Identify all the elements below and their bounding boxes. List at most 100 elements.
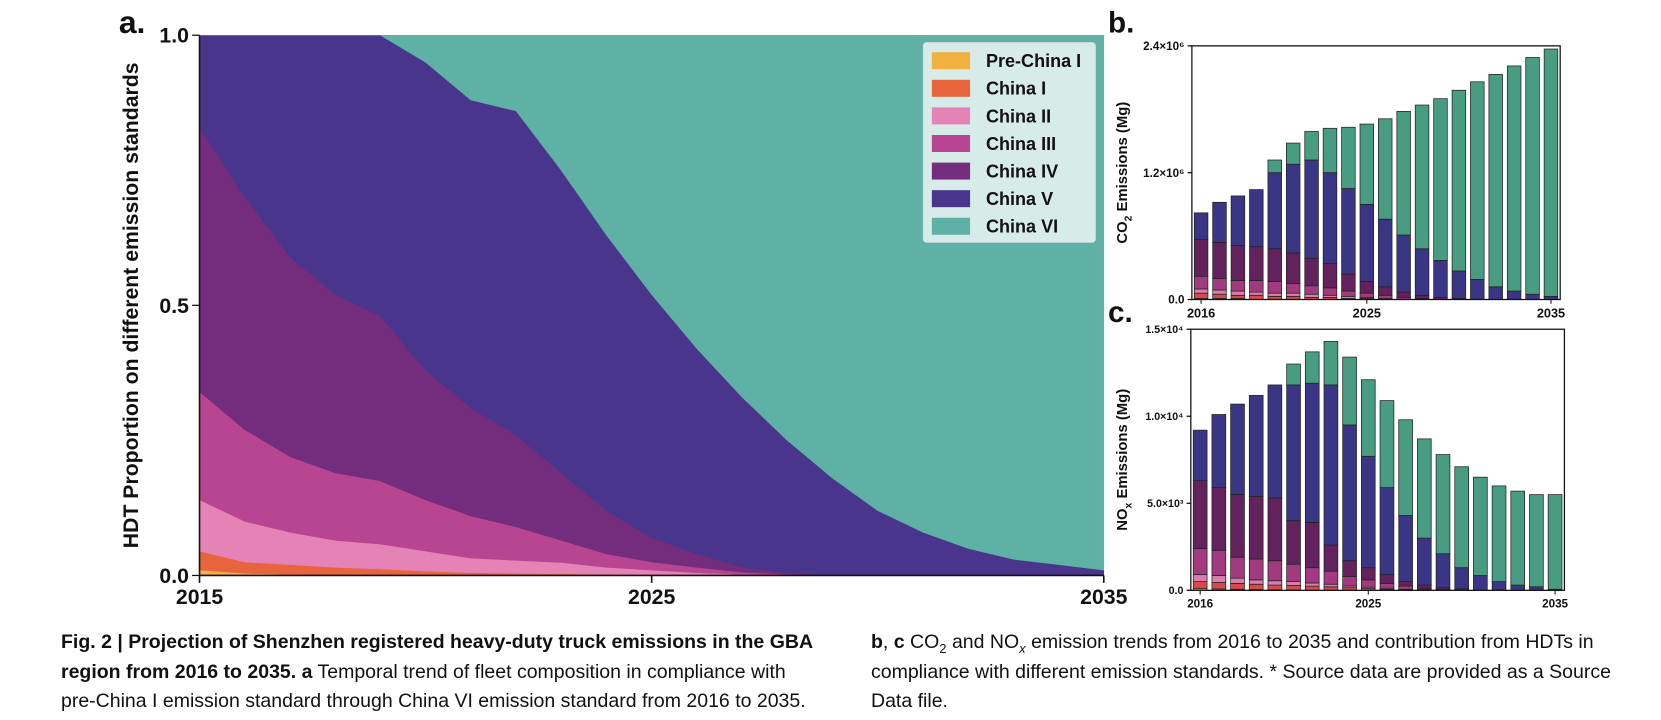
bar-segment — [1506, 65, 1522, 292]
bar-segment — [1285, 252, 1301, 285]
bar-segment — [1379, 582, 1395, 589]
bar-segment — [1323, 341, 1339, 386]
bar-segment — [1491, 581, 1507, 591]
bar-segment — [1211, 582, 1227, 590]
bar-segment — [1304, 131, 1319, 161]
bar-segment — [1192, 548, 1208, 576]
legend-swatch — [931, 135, 971, 152]
bar-segment — [1230, 290, 1246, 296]
legend-swatch — [931, 217, 971, 235]
bar-segment — [1488, 74, 1503, 288]
y-axis-label-part: NO — [1115, 508, 1131, 530]
y-tick-label: 1.5×10⁴ — [1145, 324, 1183, 336]
bar-segment — [1249, 189, 1264, 248]
bar-segment — [1322, 263, 1338, 289]
legend-label: Pre-China I — [986, 51, 1081, 71]
y-axis-label-part: x — [1124, 502, 1135, 508]
bar-segment — [1304, 293, 1319, 298]
caption-text: c — [893, 631, 905, 653]
bar-segment — [1193, 288, 1209, 294]
bar-segment — [1435, 553, 1451, 589]
y-tick-label: 5.0×10³ — [1147, 498, 1184, 510]
bar-segment — [1378, 118, 1393, 220]
bar-segment — [1286, 384, 1301, 522]
bar-segment — [1248, 583, 1264, 590]
bar-segment — [1396, 111, 1411, 236]
bar-segment — [1470, 279, 1485, 300]
bar-segment — [1267, 384, 1283, 499]
bar-segment — [1304, 567, 1320, 584]
bar-segment — [1230, 582, 1245, 590]
bar-segment — [1341, 273, 1356, 292]
bar-segment — [1525, 57, 1540, 295]
bar-segment — [1248, 579, 1264, 585]
bar-segment — [1454, 466, 1469, 569]
bar-segment — [1230, 280, 1246, 292]
bar-segment — [1267, 497, 1283, 562]
y-tick-label: 1.0×10⁴ — [1145, 411, 1183, 423]
bar-segment — [1212, 293, 1227, 299]
x-tick-label: 2025 — [1355, 597, 1381, 610]
bar-segment — [1230, 556, 1245, 579]
bar-segment — [1267, 159, 1282, 174]
bar-segment — [1193, 212, 1209, 240]
bar-segment — [1322, 127, 1338, 174]
bar-segment — [1414, 248, 1430, 296]
bar-segment — [1342, 356, 1357, 426]
caption: Fig. 2 | Projection of Shenzhen register… — [61, 628, 1631, 720]
bar-segment — [1359, 281, 1375, 294]
bar-segment — [1192, 581, 1208, 589]
bar-segment — [1506, 290, 1522, 300]
bar-segment — [1211, 487, 1227, 551]
panel: 2015 2025 2035 Pre-China I China I China II Ch… — [119, 4, 1128, 609]
bar-segment — [1248, 558, 1264, 581]
legend-swatch — [931, 52, 971, 70]
bar-segment — [1470, 81, 1485, 280]
bar-segment — [1285, 292, 1301, 297]
bar-segment — [1473, 575, 1488, 591]
bar-segment — [1433, 260, 1448, 298]
bar-segment — [1230, 577, 1245, 584]
caption-text: emission trends from 2016 to 2035 and co… — [871, 631, 1611, 712]
figure: 2015 2025 2035 Pre-China I China I China II Ch… — [119, 4, 1569, 610]
panel-label: b. — [1108, 6, 1134, 39]
legend-label: China III — [986, 134, 1056, 154]
bar-segment — [1323, 384, 1339, 546]
bar-segment — [1212, 201, 1227, 243]
panel: 2016 2025 2035 0.0 1.2×10⁶ 2.4×10⁶ CO2 Emissio… — [1108, 6, 1565, 320]
panel-label: a. — [119, 4, 146, 40]
bar-segment — [1211, 549, 1227, 576]
bar-segment — [1230, 403, 1245, 495]
bar-segment — [1304, 159, 1319, 259]
caption-text: b — [871, 631, 883, 653]
bar-segment — [1192, 574, 1208, 582]
y-axis-label-part: Emissions (Mg) — [1115, 102, 1131, 216]
bar-segment — [1286, 563, 1301, 582]
bar-segment — [1304, 285, 1319, 295]
bar-segment — [1378, 218, 1393, 288]
y-axis-label: NOx Emissions (Mg) — [1115, 389, 1134, 531]
bar-segment — [1267, 560, 1283, 582]
legend-label: China VI — [986, 217, 1058, 237]
bar-segment — [1230, 294, 1246, 299]
caption-text: Temporal trend of fleet composition in c… — [61, 660, 806, 713]
y-tick-label: 1.0 — [159, 25, 189, 48]
y-axis-label-part: CO — [1115, 221, 1131, 243]
bar-segment — [1342, 560, 1357, 577]
bar-segment — [1230, 195, 1246, 246]
legend-label: China II — [986, 106, 1051, 126]
bar-segment — [1285, 163, 1301, 254]
bar-segment — [1360, 579, 1376, 588]
bar-segment — [1398, 581, 1413, 587]
bar-segment — [1414, 294, 1430, 299]
bar-segment — [1267, 172, 1282, 250]
bar-segment — [1433, 98, 1448, 261]
caption-text: x — [1019, 640, 1026, 656]
caption-text: Fig. 2 | Projection of Shenzhen register… — [61, 631, 813, 683]
caption-text: and NO — [946, 631, 1020, 653]
y-axis-label: CO2 Emissions (Mg) — [1115, 102, 1134, 244]
bar-segment — [1398, 419, 1413, 516]
bar-segment — [1286, 585, 1301, 591]
bar-segment — [1341, 126, 1356, 189]
bar-segment — [1192, 480, 1208, 549]
